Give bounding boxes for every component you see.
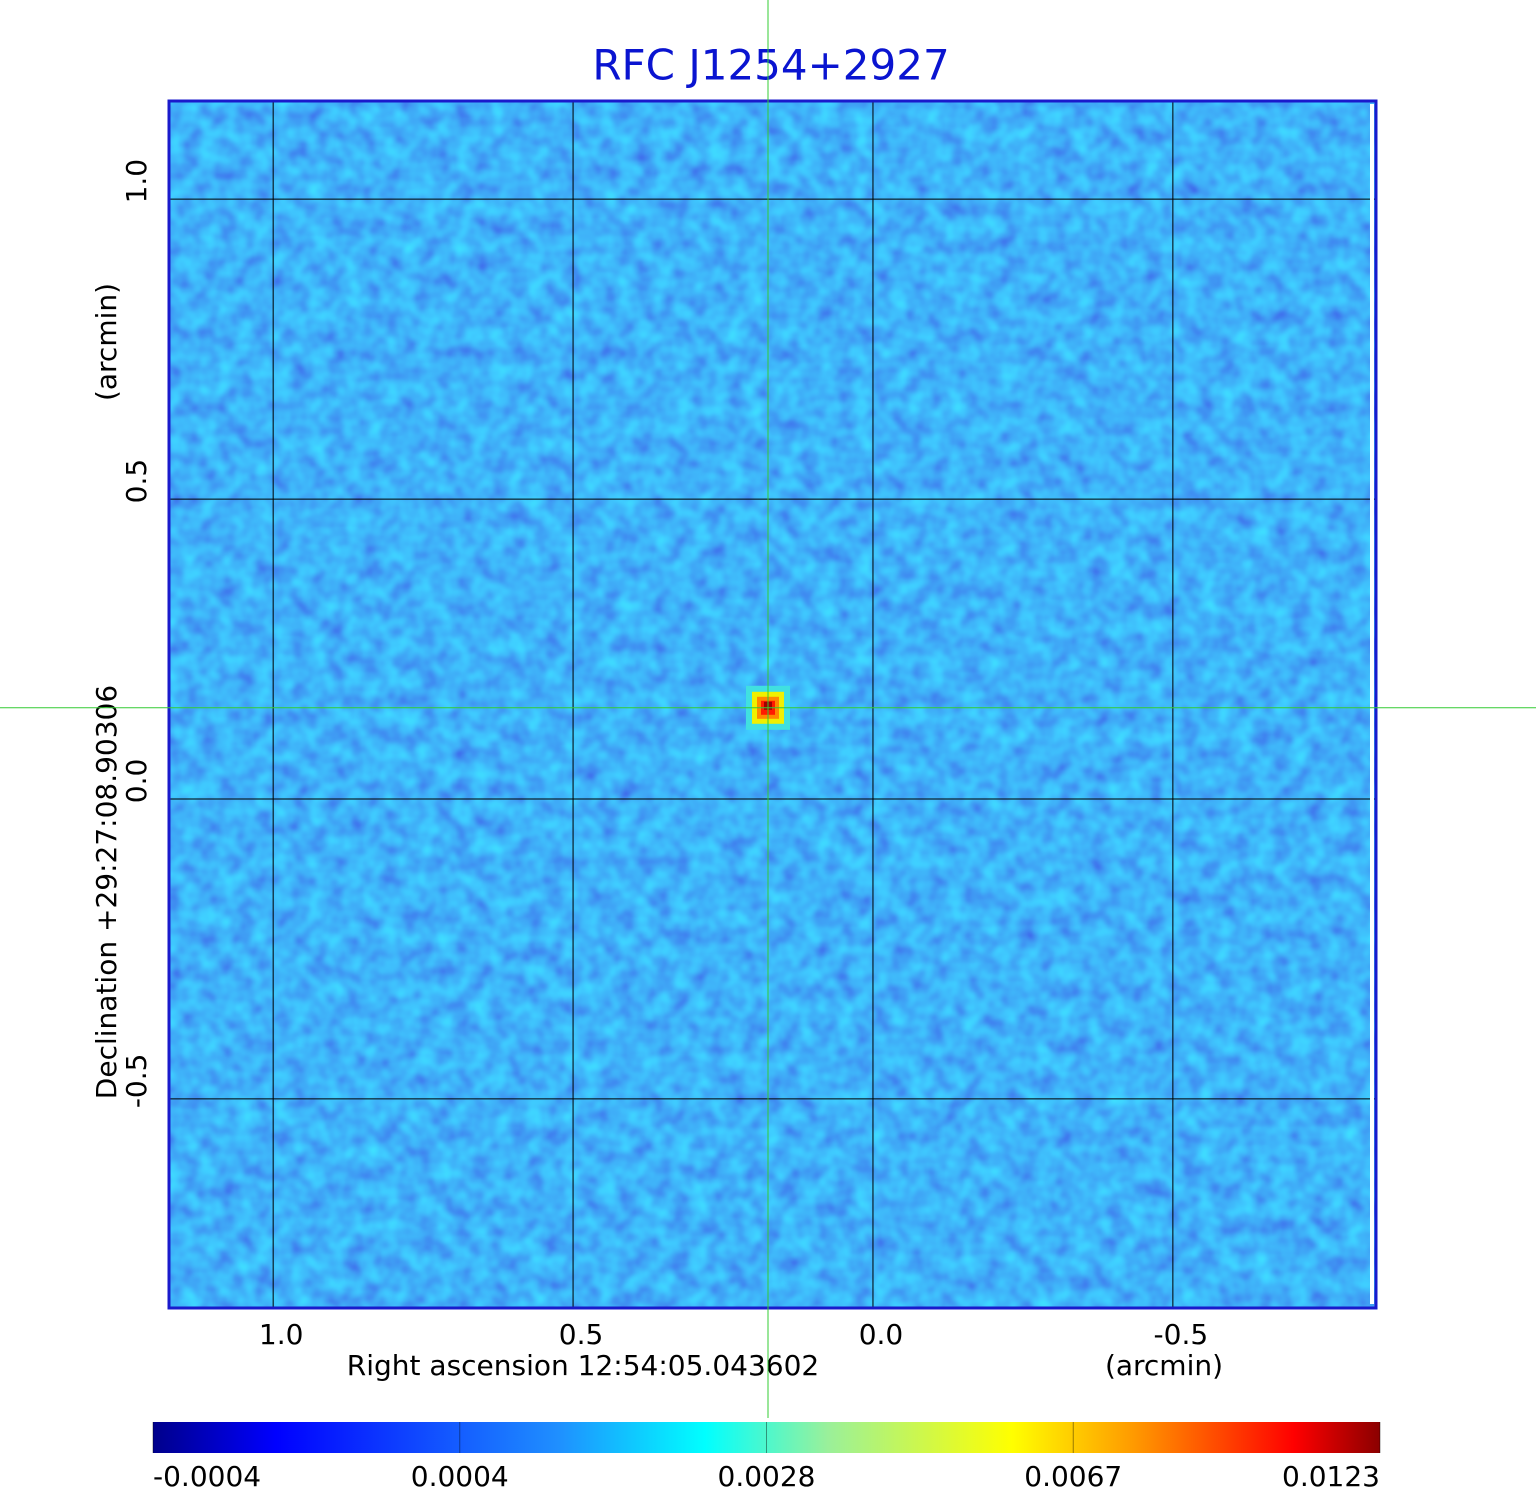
x-tick-label: 1.0: [259, 1318, 304, 1351]
grid: [170, 102, 1375, 1307]
colorbar-tick-label: 0.0067: [1024, 1460, 1122, 1493]
x-tick-label: -0.5: [1154, 1318, 1209, 1351]
y-tick-label: 1.0: [120, 159, 153, 204]
colorbar-tick-label: -0.0004: [153, 1460, 261, 1493]
x-tick-label: 0.0: [859, 1318, 904, 1351]
colorbar-tick-label: 0.0123: [1282, 1460, 1380, 1493]
chart-title: RFC J1254+2927: [592, 41, 949, 90]
colorbar-tick-label: 0.0028: [718, 1460, 816, 1493]
colorbar: [153, 1422, 1380, 1453]
y-tick-label: 0.0: [120, 759, 153, 804]
y-tick-label: -0.5: [120, 1054, 153, 1109]
frame: [167, 99, 1378, 1310]
y-axis-unit: (arcmin): [90, 283, 123, 401]
y-tick-label: 0.5: [120, 459, 153, 504]
frame-edge: [1370, 104, 1374, 1304]
x-axis-unit: (arcmin): [1105, 1349, 1223, 1382]
colorbar-tick-label: 0.0004: [411, 1460, 509, 1493]
x-tick-label: 0.5: [559, 1318, 604, 1351]
x-axis-label: Right ascension 12:54:05.043602: [347, 1349, 819, 1382]
y-axis-label: Declination +29:27:08.90306: [90, 685, 123, 1099]
